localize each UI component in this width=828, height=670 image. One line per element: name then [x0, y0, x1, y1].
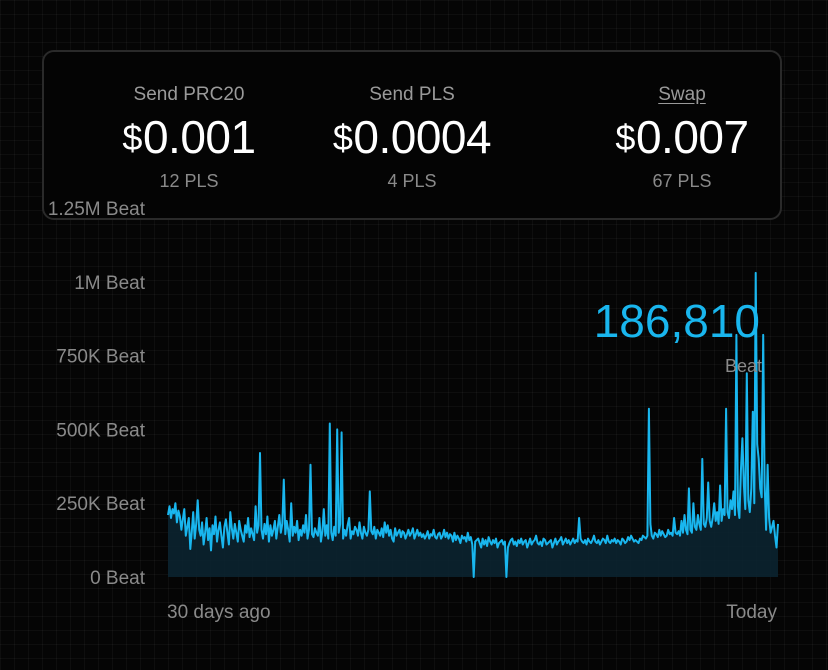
- series-area: [168, 272, 778, 577]
- fee-swap: Swap $0.007 67 PLS: [557, 52, 807, 192]
- fee-amount: 4 PLS: [387, 171, 437, 191]
- fee-price-value: 0.007: [635, 111, 749, 163]
- fee-currency: $: [615, 117, 635, 158]
- fee-amount: 12 PLS: [159, 171, 219, 191]
- fee-price-value: 0.0004: [353, 111, 492, 163]
- y-tick-label: 1M Beat: [74, 273, 145, 294]
- y-tick-label: 750K Beat: [56, 347, 145, 368]
- fee-price: $0.0004: [287, 110, 537, 165]
- y-tick-label: 250K Beat: [56, 494, 145, 515]
- y-tick-label: 1.25M Beat: [48, 199, 146, 220]
- current-unit: Beat: [725, 356, 762, 376]
- x-tick-start: 30 days ago: [167, 602, 271, 623]
- y-axis: 0 Beat 250K Beat 500K Beat 750K Beat 1M Beat…: [48, 199, 146, 589]
- y-tick-label: 0 Beat: [90, 568, 146, 589]
- fee-amount: 67 PLS: [652, 171, 712, 191]
- fee-price-value: 0.001: [142, 111, 256, 163]
- fees-card: Send PRC20 $0.001 12 PLS Send PLS $0.000…: [42, 50, 782, 220]
- fee-price: $0.007: [557, 110, 807, 165]
- fee-send-pls: Send PLS $0.0004 4 PLS: [287, 52, 537, 192]
- series-line: [167, 271, 779, 578]
- x-tick-end: Today: [726, 602, 777, 623]
- fee-price: $0.001: [64, 110, 314, 165]
- fee-currency: $: [122, 117, 142, 158]
- swap-link[interactable]: Swap: [658, 84, 706, 105]
- fee-label: Send PRC20: [133, 84, 245, 105]
- fee-label: Send PLS: [369, 84, 455, 105]
- fee-currency: $: [332, 117, 353, 158]
- y-tick-label: 500K Beat: [56, 420, 145, 441]
- fee-send-prc20: Send PRC20 $0.001 12 PLS: [64, 52, 314, 192]
- current-value: 186,810: [594, 295, 760, 347]
